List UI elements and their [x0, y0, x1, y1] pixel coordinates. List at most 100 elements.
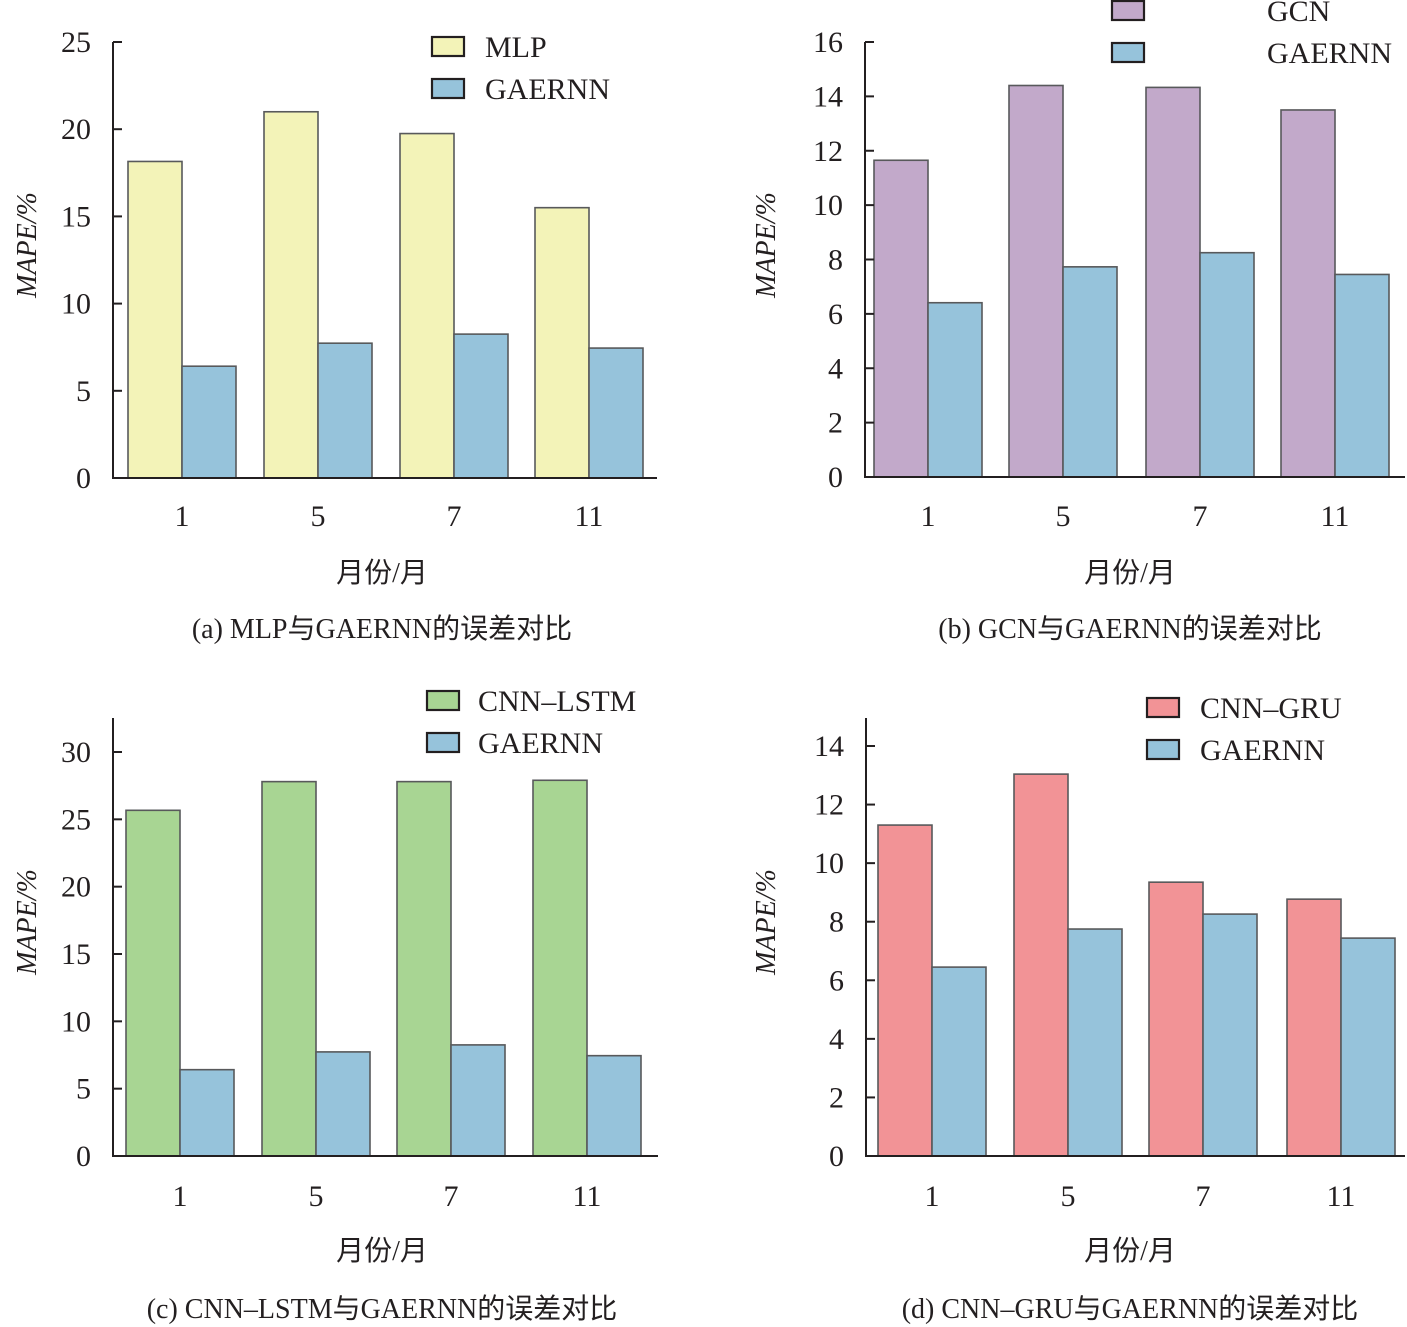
y-tick-label: 16	[813, 26, 843, 59]
y-tick-label: 2	[829, 1081, 844, 1114]
y-tick-label: 10	[813, 189, 843, 222]
y-tick-label: 30	[61, 736, 91, 769]
legend-item: GAERNN	[430, 73, 610, 106]
y-tick-label: 4	[829, 1023, 844, 1056]
y-tick-label: 12	[813, 135, 843, 168]
bar-gaernn-11	[1340, 937, 1396, 1157]
x-axis-label: 月份/月	[336, 557, 428, 589]
y-tick-label: 14	[814, 730, 844, 763]
y-tick-label: 8	[829, 906, 844, 939]
legend-item: GCN	[1110, 0, 1330, 28]
y-tick-label: 0	[76, 462, 91, 495]
bar-mlp-1	[127, 160, 183, 479]
y-tick-label: 6	[829, 964, 844, 997]
x-tick-label: 5	[311, 500, 326, 533]
legend-swatch	[425, 731, 461, 754]
legend-item: CNN–LSTM	[425, 685, 636, 718]
bar-gaernn-1	[181, 365, 237, 479]
bar-gaernn-1	[927, 301, 983, 478]
bar-cnn-gru-7	[1148, 881, 1204, 1157]
bar-gcn-1	[873, 159, 929, 478]
legend-item: MLP	[430, 31, 547, 64]
legend-item: GAERNN	[425, 727, 603, 760]
y-tick-label: 4	[828, 352, 843, 385]
bar-cnn-lstm-5	[261, 780, 317, 1157]
bar-gaernn-7	[1202, 913, 1258, 1157]
legend-label: CNN–LSTM	[478, 685, 636, 718]
bar-cnn-gru-1	[877, 824, 933, 1157]
legend-label: GAERNN	[1200, 734, 1325, 767]
x-tick-label: 11	[573, 1180, 602, 1213]
legend: MLP GAERNN	[430, 31, 610, 106]
x-tick-label: 1	[921, 500, 936, 533]
legend-swatch	[1145, 696, 1181, 719]
y-tick-label: 2	[828, 407, 843, 440]
y-tick-label: 20	[61, 113, 91, 146]
legend-label: GAERNN	[485, 73, 610, 106]
bar-gaernn-11	[588, 347, 644, 479]
legend-swatch	[1110, 41, 1146, 64]
chart-caption: (d) CNN–GRU与GAERNN的误差对比	[902, 1293, 1359, 1325]
x-tick-label: 1	[175, 500, 190, 533]
y-tick-label: 15	[61, 938, 91, 971]
y-tick-label: 12	[814, 789, 844, 822]
legend-label: GAERNN	[478, 727, 603, 760]
legend-swatch	[1145, 738, 1181, 761]
bar-gaernn-7	[450, 1044, 506, 1157]
legend-swatch	[425, 689, 461, 712]
y-tick-label: 20	[61, 871, 91, 904]
y-axis-label: MAPE/%	[751, 192, 782, 299]
chart-caption: (c) CNN–LSTM与GAERNN的误差对比	[147, 1293, 618, 1325]
bar-gaernn-5	[1062, 266, 1118, 478]
bar-gcn-7	[1145, 86, 1201, 478]
x-axis-label: 月份/月	[1084, 1235, 1176, 1267]
legend: CNN–LSTM GAERNN	[425, 685, 636, 760]
y-tick-label: 15	[61, 200, 91, 233]
bar-cnn-gru-5	[1013, 773, 1069, 1157]
bar-cnn-lstm-11	[532, 779, 588, 1157]
legend-swatch	[430, 77, 466, 100]
y-tick-label: 0	[829, 1140, 844, 1173]
legend: GCN GAERNN	[1110, 0, 1392, 70]
x-axis-label: 月份/月	[336, 1235, 428, 1267]
bar-gaernn-1	[179, 1068, 235, 1157]
x-tick-label: 7	[1193, 500, 1208, 533]
legend-label: GCN	[1267, 0, 1330, 28]
x-tick-label: 5	[309, 1180, 324, 1213]
bar-cnn-lstm-1	[125, 809, 181, 1157]
legend-item: GAERNN	[1145, 734, 1325, 767]
y-axis-label: MAPE/%	[751, 869, 782, 976]
x-axis-label: 月份/月	[1084, 557, 1176, 589]
y-tick-label: 10	[61, 288, 91, 321]
y-tick-label: 0	[76, 1140, 91, 1173]
bar-gaernn-7	[1199, 251, 1255, 478]
legend-swatch	[430, 35, 466, 58]
legend-item: CNN–GRU	[1145, 692, 1342, 725]
x-tick-label: 11	[1327, 1180, 1356, 1213]
bar-cnn-gru-11	[1286, 898, 1342, 1157]
legend-label: GAERNN	[1267, 37, 1392, 70]
chart-caption: (a) MLP与GAERNN的误差对比	[192, 613, 572, 645]
bar-mlp-11	[534, 206, 590, 479]
y-axis-label: MAPE/%	[12, 869, 43, 976]
x-tick-label: 7	[444, 1180, 459, 1213]
y-tick-label: 5	[76, 1073, 91, 1106]
x-tick-label: 1	[173, 1180, 188, 1213]
y-tick-label: 25	[61, 803, 91, 836]
y-tick-label: 8	[828, 244, 843, 277]
bar-gaernn-11	[586, 1054, 642, 1157]
bar-gcn-11	[1280, 109, 1336, 478]
x-tick-label: 11	[575, 500, 604, 533]
y-tick-label: 0	[828, 461, 843, 494]
x-tick-label: 7	[447, 500, 462, 533]
chart-panel-b: 0 2 4 6 8 10 12 14 16 1 5 7 11 MAPE/% 月份/月 (b) GCN与GAER…	[751, 0, 1405, 645]
y-axis-label: MAPE/%	[12, 192, 43, 299]
bar-gaernn-5	[317, 342, 373, 479]
chart-panel-d: 0 2 4 6 8 10 12 14 1 5 7 11 MAPE/% 月份/月 (d) CNN–GRU与GA…	[751, 692, 1405, 1325]
bar-gaernn-7	[453, 333, 509, 479]
legend-label: MLP	[485, 31, 547, 64]
y-tick-label: 6	[828, 298, 843, 331]
bar-mlp-7	[399, 132, 455, 479]
